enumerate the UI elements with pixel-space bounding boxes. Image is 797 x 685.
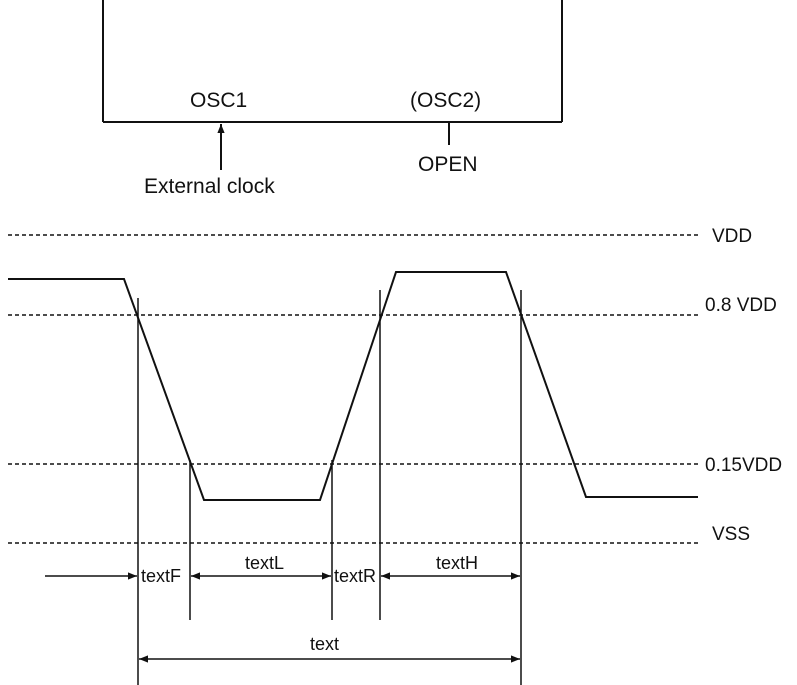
fall-time-label: textF [141, 566, 181, 586]
vdd-label: VDD [712, 226, 752, 247]
chip-outline [102, 0, 563, 123]
high-time-label: textH [436, 553, 478, 573]
period-label: text [310, 634, 339, 654]
osc2-pin-label: (OSC2) [410, 89, 481, 112]
timing-reference-lines [137, 290, 522, 685]
vss-label: VSS [712, 524, 750, 545]
v08-label: 0.8 VDD [705, 295, 777, 316]
v015-label: 0.15VDD [705, 455, 782, 476]
low-time-label: textL [245, 553, 284, 573]
open-label: OPEN [418, 153, 478, 176]
rise-time-label: textR [334, 566, 376, 586]
external-clock-label: External clock [144, 175, 275, 198]
osc1-pin-label: OSC1 [190, 89, 247, 112]
clock-waveform [8, 271, 698, 501]
